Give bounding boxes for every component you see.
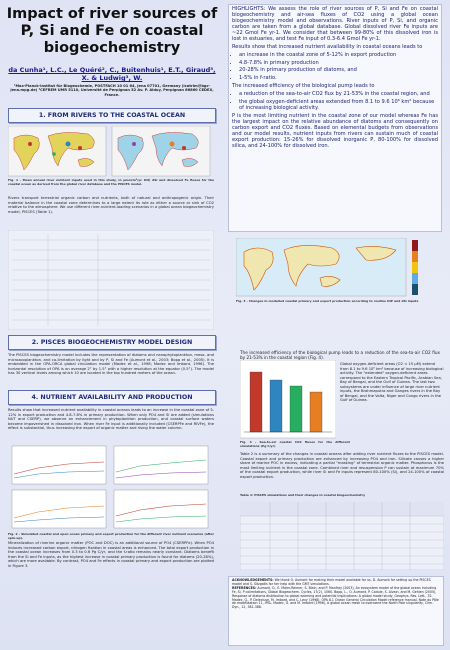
results-list: an increase in the coastal zone of 5-12%… [232, 52, 438, 82]
highlights-conclusion: P is the most limiting nutrient in the c… [232, 113, 438, 149]
graphic [240, 502, 444, 570]
graphic [182, 146, 186, 150]
highlights-intro: HIGHLIGHTS: We assess the role of river … [232, 6, 438, 42]
section-heading: 4. NUTRIENT AVAILABILITY AND PRODUCTION [8, 390, 216, 405]
highlights-box: HIGHLIGHTS: We assess the role of river … [228, 4, 442, 232]
authors: da Cunha¹, L.C., Le Quéré², C., Buitenhu… [8, 66, 216, 82]
figure-caption: Fig. 3 - Changes in modelled coastal pri… [236, 299, 419, 303]
graphic [132, 142, 136, 146]
shape [289, 385, 303, 433]
paragraph: The PISCES biogeochemistry model include… [8, 353, 214, 375]
shape [412, 240, 418, 251]
acknowledgements-box: ACKNOWLEDGEMENTS: We thank O. Aumont for… [228, 576, 444, 646]
graphic [115, 459, 207, 473]
shape [412, 251, 418, 262]
section-heading: 2. PISCES BIOGEOCHEMISTRY MODEL DESIGN [8, 335, 216, 350]
figure-bar-chart [240, 360, 336, 439]
bullet: 20-28% in primary production of diatoms,… [239, 67, 438, 74]
paragraph: Global oxygen-deficient areas (O2 < 15 µ… [340, 362, 444, 402]
highlights-lead: Results show that increased nutrient ava… [232, 43, 423, 50]
figure-caption: Fig. 2 - Simulated coastal and open ocea… [8, 532, 214, 540]
graphic [11, 445, 209, 529]
paragraph: Mineralization of riverine organic matte… [8, 541, 214, 568]
references-heading: REFERENCES: [232, 585, 257, 590]
graphic [13, 516, 105, 523]
figure-caption: Fig. 1 - Mean annual river nutrient inpu… [8, 178, 214, 186]
figure-maps [8, 126, 211, 177]
shape [113, 445, 209, 485]
color-scale [412, 240, 418, 295]
highlights-lead: The increased efficiency of the biologic… [232, 82, 375, 89]
shape [249, 371, 263, 433]
shape [240, 502, 444, 516]
bullet: a reduction of the sea-to-air CO2 flux b… [239, 91, 438, 98]
graphic [115, 503, 207, 517]
bullet: 1-5% in f-ratio. [239, 75, 438, 82]
shape [412, 273, 418, 284]
shape [412, 284, 418, 295]
paragraph: Results show that increased nutrient ava… [8, 408, 214, 430]
graphic [13, 461, 105, 475]
references-text: Aumont, O., E. Maier-Reimer, S. Blain, a… [232, 585, 439, 610]
ack-heading: ACKNOWLEDGEMENTS: [232, 578, 274, 582]
bullet: an increase in the coastal zone of 5-12%… [239, 52, 438, 59]
graphic [28, 142, 32, 146]
section-heading: 1. FROM RIVERS TO THE COASTAL OCEAN [8, 108, 216, 123]
bullet: 4.8-7.8% in primary production [239, 60, 438, 67]
paragraph: Rivers transport terrestrial organic car… [8, 196, 214, 214]
shape [269, 379, 283, 433]
paragraph: The increased efficiency of the biologic… [240, 350, 440, 360]
graphic [117, 132, 199, 171]
ack-text: We thank O. Aumont for making their mode… [232, 578, 431, 586]
shape [113, 489, 209, 529]
graphic [13, 505, 105, 519]
graphic [243, 245, 397, 291]
paragraph: Table 2 is a summary of the changes in c… [240, 452, 444, 479]
graphic [13, 132, 95, 171]
graphic [13, 470, 105, 479]
figure-line-panels [11, 445, 209, 529]
graphic [12, 234, 210, 326]
table-figure [8, 230, 214, 330]
pump-list: a reduction of the sea-to-air CO2 flux b… [232, 91, 438, 112]
shape [412, 262, 418, 273]
graphic [65, 141, 71, 147]
graphic [115, 471, 207, 479]
affiliation: ¹Max-Planck-Institut für Biogeochemie, P… [10, 84, 214, 97]
figure-caption: Fig. 4 - Sea-to-air coastal CO2 fluxes f… [240, 440, 350, 448]
graphic [115, 515, 207, 523]
table-caption: Table 1: PISCES simulations and their ch… [240, 493, 366, 497]
map-panel [111, 126, 211, 177]
map-panel [8, 126, 107, 177]
figure-map [236, 238, 418, 297]
bullet: the global oxygen-deficient areas extend… [239, 99, 438, 112]
graphic [52, 152, 56, 156]
shape [309, 391, 323, 433]
graphic [169, 141, 175, 147]
graphic [78, 146, 82, 150]
poster-title: Impact of river sources of P, Si and Fe … [6, 6, 218, 56]
table-figure [240, 502, 444, 570]
graphic [13, 459, 207, 523]
